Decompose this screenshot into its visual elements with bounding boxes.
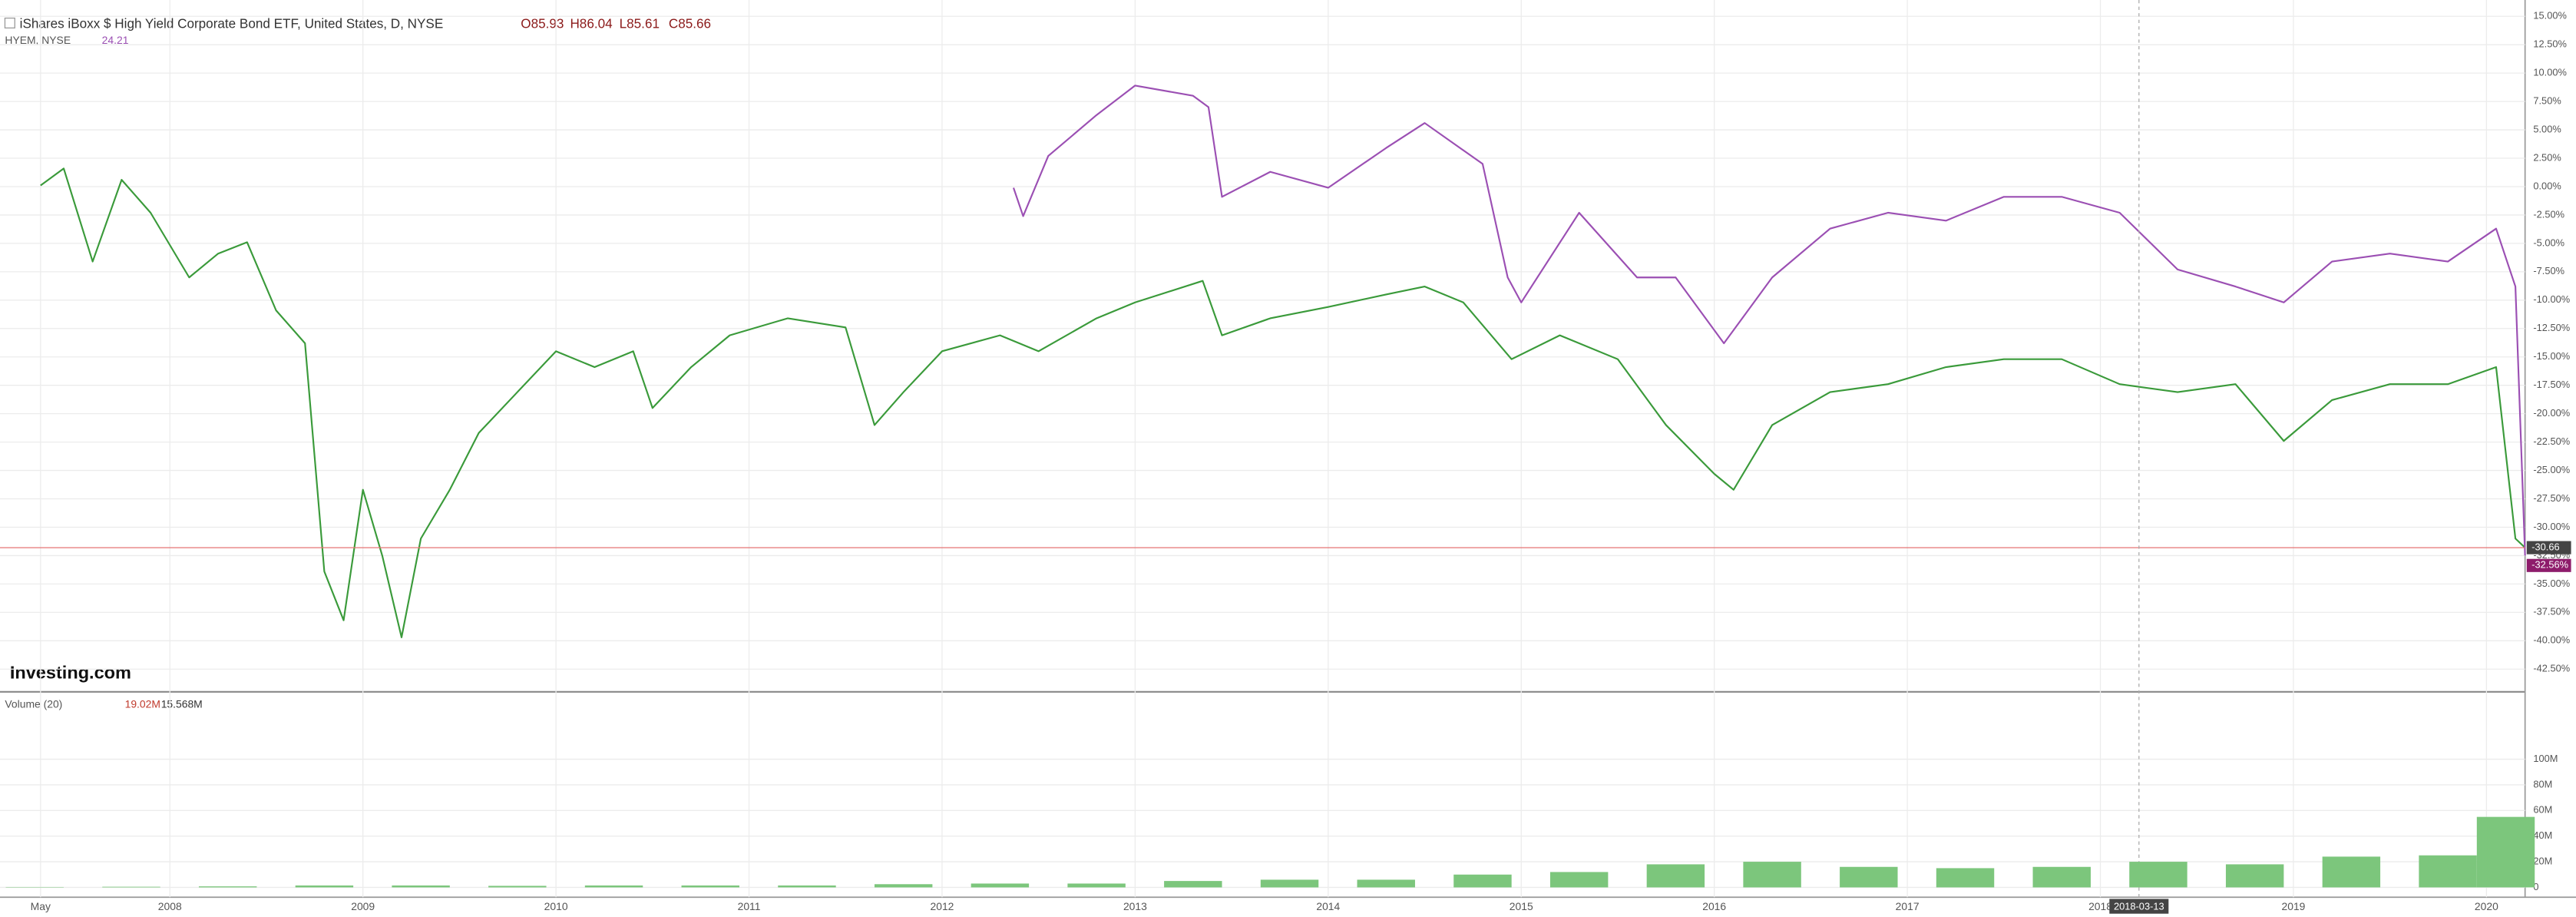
volume-bar: [2322, 856, 2381, 888]
volume-bar: [5, 886, 64, 888]
x-tick-label: 2013: [1123, 900, 1147, 912]
volume-bar: [1840, 866, 1898, 888]
y-tick-label: -25.00%: [2533, 464, 2570, 475]
y-tick-label: 100M: [2533, 753, 2558, 764]
volume-bar: [874, 884, 933, 888]
x-tick-label: 2016: [1702, 900, 1726, 912]
volume-bar: [2476, 816, 2535, 888]
price-label: -30.66: [2531, 541, 2559, 552]
y-tick-label: -42.50%: [2533, 663, 2570, 674]
volume-bar: [1164, 881, 1222, 888]
x-tick-label: 2018: [2088, 900, 2112, 912]
y-tick-label: 20M: [2533, 855, 2552, 866]
y-tick-label: 0.00%: [2533, 180, 2561, 191]
x-tick-label: 2017: [1896, 900, 1920, 912]
y-tick-label: -30.00%: [2533, 521, 2570, 532]
volume-bar: [1743, 862, 1801, 888]
volume-bar: [198, 886, 257, 888]
y-tick-label: -15.00%: [2533, 350, 2570, 362]
volume-bar: [1549, 872, 1609, 888]
collapse-button[interactable]: [4, 17, 15, 29]
y-tick-label: 2.50%: [2533, 151, 2561, 163]
series-line: [40, 167, 2526, 638]
y-tick-label: -12.50%: [2533, 322, 2570, 333]
y-tick-label: 40M: [2533, 829, 2552, 841]
volume-bar: [1260, 879, 1319, 888]
compare-label: HYEM, NYSE: [5, 34, 71, 46]
y-tick-label: -2.50%: [2533, 208, 2564, 220]
x-tick-label: 2008: [158, 900, 182, 912]
y-tick-label: 15.00%: [2533, 10, 2567, 22]
volume-bar: [295, 885, 354, 888]
compare-value: 24.21: [102, 34, 129, 46]
y-tick-label: -17.50%: [2533, 379, 2570, 390]
logo: Investing.com: [10, 663, 131, 683]
volume-bar: [392, 885, 450, 888]
y-tick-label: -7.50%: [2533, 265, 2564, 276]
y-tick-label: -20.00%: [2533, 407, 2570, 419]
volume-bar: [1067, 883, 1126, 888]
x-tick-label: 2014: [1316, 900, 1340, 912]
y-tick-label: 5.00%: [2533, 123, 2561, 134]
volume-bar: [778, 885, 836, 888]
volume-bar: [2419, 855, 2477, 888]
y-tick-label: -5.00%: [2533, 237, 2564, 248]
y-tick-label: 0: [2533, 881, 2538, 892]
y-tick-label: -40.00%: [2533, 634, 2570, 646]
volume-bar: [971, 883, 1030, 888]
crosshair-label: 2018-03-13: [2114, 901, 2164, 912]
volume-bar: [1357, 879, 1415, 888]
open: O85.93: [521, 17, 564, 31]
price-label-box: [2526, 541, 2571, 555]
volume-bar: [2129, 862, 2187, 888]
x-tick-label: 2020: [2475, 900, 2498, 912]
volume-bar: [1646, 864, 1705, 888]
volume-bar: [681, 885, 739, 888]
x-tick-label: 2019: [2282, 900, 2306, 912]
volume-readout: 19.02M: [125, 698, 160, 710]
y-tick-label: 80M: [2533, 778, 2552, 790]
volume-ma-readout: 15.568M: [161, 698, 203, 710]
x-tick-label: 2009: [351, 900, 375, 912]
volume-bar: [584, 885, 643, 888]
volume-bar: [2225, 864, 2284, 888]
volume-bar: [2032, 866, 2091, 888]
y-tick-label: -27.50%: [2533, 492, 2570, 504]
x-tick-label: 2012: [931, 900, 954, 912]
close: C85.66: [669, 17, 711, 31]
price-label: -32.56%: [2531, 559, 2568, 571]
x-tick-label: 2010: [544, 900, 568, 912]
x-tick-label: May: [31, 900, 51, 912]
series-line: [1012, 84, 2526, 556]
y-tick-label: 60M: [2533, 804, 2552, 816]
y-tick-label: -22.50%: [2533, 435, 2570, 447]
low: L85.61: [620, 17, 660, 31]
volume-bar: [1453, 874, 1512, 888]
x-tick-label: 2015: [1510, 900, 1533, 912]
volume-bar: [102, 886, 160, 888]
volume-title: Volume (20): [5, 698, 62, 710]
volume-bar: [1936, 868, 1995, 888]
high: H86.04: [570, 17, 613, 31]
volume-bar: [488, 886, 547, 888]
y-tick-label: -35.00%: [2533, 578, 2570, 589]
chart-title: iShares iBoxx $ High Yield Corporate Bon…: [20, 17, 444, 31]
y-tick-label: 10.00%: [2533, 67, 2567, 78]
y-tick-label: -37.50%: [2533, 606, 2570, 617]
crosshair-label-box: [2109, 899, 2169, 914]
y-tick-label: -10.00%: [2533, 293, 2570, 305]
y-tick-label: 7.50%: [2533, 94, 2561, 106]
price-label-box: [2526, 558, 2571, 572]
y-tick-label: 12.50%: [2533, 38, 2567, 50]
x-tick-label: 2011: [738, 900, 761, 912]
